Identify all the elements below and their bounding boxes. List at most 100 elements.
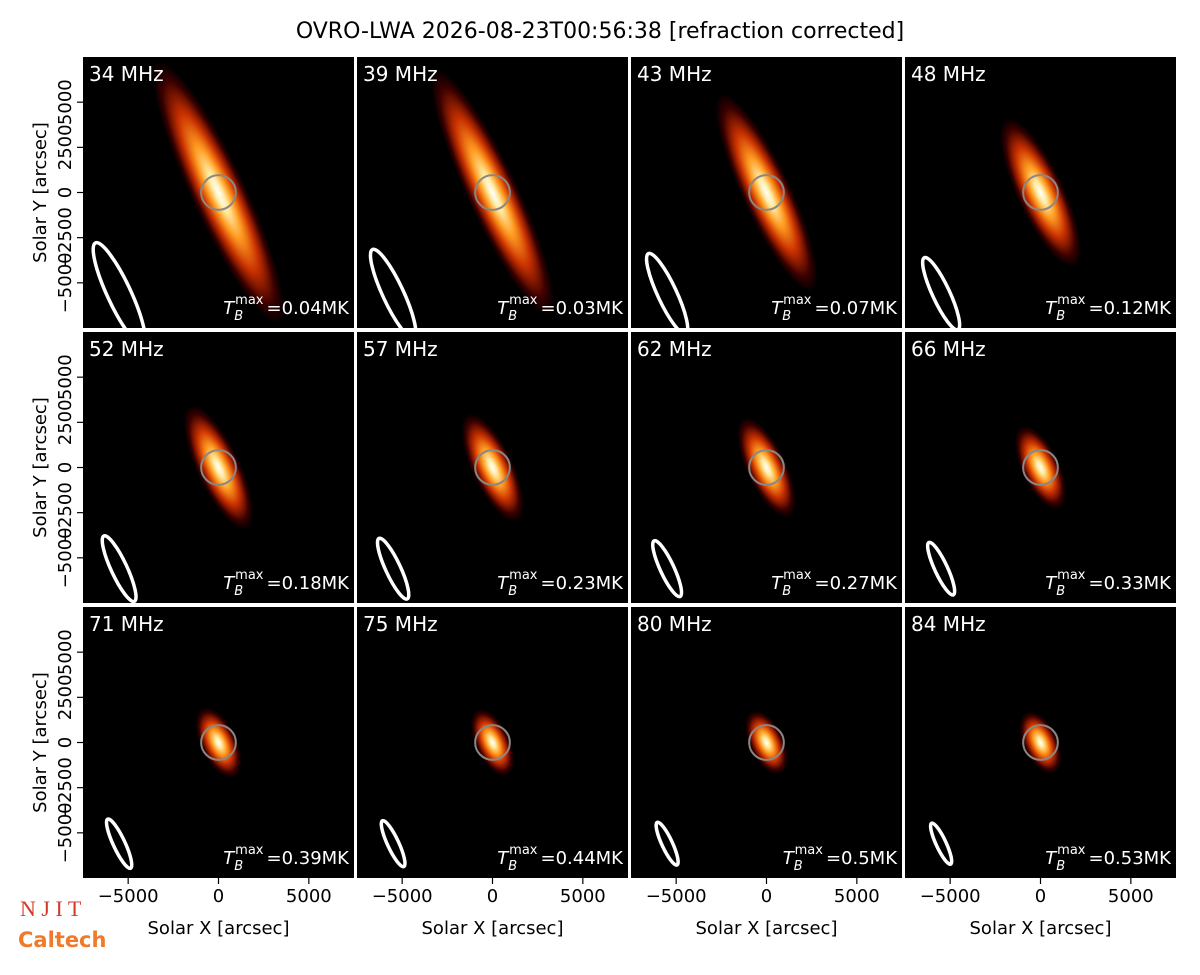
- freq-label: 48 MHz: [911, 62, 986, 86]
- beam: [100, 534, 138, 603]
- tb-label: TBmax =0.12MK: [1045, 293, 1172, 324]
- source: [715, 93, 818, 292]
- tb-equals: =: [1088, 848, 1103, 869]
- tb-symbol: T: [771, 298, 784, 319]
- beam: [104, 817, 134, 871]
- solar-disk: [1022, 449, 1059, 486]
- y-tick-label: 2500: [55, 674, 76, 720]
- tb-sup: max: [795, 843, 824, 858]
- tb-sub: B: [782, 584, 791, 599]
- tb-label: TBmax =0.27MK: [771, 568, 898, 599]
- y-tick-label: 2500: [55, 124, 76, 170]
- tb-equals: =: [540, 848, 555, 869]
- tb-sub: B: [1056, 309, 1065, 324]
- tb-symbol: T: [223, 573, 236, 594]
- tb-value: 0.03MK: [556, 298, 625, 319]
- freq-label: 43 MHz: [637, 62, 712, 86]
- solar-disk: [748, 724, 785, 761]
- x-axis-label: Solar X [arcsec]: [696, 918, 838, 939]
- freq-label: 80 MHz: [637, 612, 712, 636]
- y-tick-label: 2500: [55, 399, 76, 445]
- logo-caltech: Caltech: [18, 928, 106, 952]
- freq-label: 39 MHz: [363, 62, 438, 86]
- x-tick-label: −5000: [372, 886, 433, 907]
- tb-equals: =: [1088, 298, 1103, 319]
- tb-sup: max: [783, 568, 812, 583]
- panel: [905, 332, 1176, 603]
- x-tick-label: 5000: [1108, 886, 1154, 907]
- freq-label: 71 MHz: [89, 612, 164, 636]
- x-tick-label: 5000: [834, 886, 880, 907]
- tb-value: 0.44MK: [556, 848, 625, 869]
- panel: [357, 332, 628, 603]
- tb-value: 0.18MK: [282, 573, 351, 594]
- tb-symbol: T: [783, 848, 796, 869]
- tb-symbol: T: [771, 573, 784, 594]
- tb-label: TBmax =0.04MK: [223, 293, 350, 324]
- solar-disk: [200, 449, 237, 486]
- freq-label: 75 MHz: [363, 612, 438, 636]
- beam: [91, 240, 147, 328]
- tb-sub: B: [794, 859, 803, 874]
- tb-sup: max: [235, 843, 264, 858]
- tb-sup: max: [1057, 843, 1086, 858]
- tb-value: 0.07MK: [830, 298, 899, 319]
- tb-value: 0.33MK: [1104, 573, 1173, 594]
- y-tick-label: −2500: [55, 482, 76, 543]
- tb-label: TBmax =0.33MK: [1045, 568, 1172, 599]
- tb-value: 0.39MK: [282, 848, 351, 869]
- tb-equals: =: [814, 573, 829, 594]
- beam: [654, 820, 680, 867]
- y-axis-label: Solar Y [arcsec]: [30, 122, 51, 263]
- tb-value: 0.23MK: [556, 573, 625, 594]
- tb-value: 0.04MK: [282, 298, 351, 319]
- tb-label: TBmax =0.23MK: [497, 568, 624, 599]
- panel: [357, 607, 628, 878]
- tb-sub: B: [508, 584, 517, 599]
- tb-value: 0.53MK: [1104, 848, 1173, 869]
- tb-symbol: T: [497, 298, 510, 319]
- tb-symbol: T: [223, 298, 236, 319]
- tb-symbol: T: [1045, 573, 1058, 594]
- tb-equals: =: [540, 298, 555, 319]
- x-tick-label: 0: [1035, 886, 1046, 907]
- tb-sub: B: [508, 309, 517, 324]
- tb-label: TBmax =0.5MK: [783, 843, 899, 874]
- freq-label: 62 MHz: [637, 337, 712, 361]
- tb-equals: =: [266, 848, 281, 869]
- x-tick-label: 5000: [560, 886, 606, 907]
- source: [430, 69, 555, 316]
- tb-sup: max: [783, 293, 812, 308]
- x-axis-label: Solar X [arcsec]: [148, 918, 290, 939]
- solar-disk: [200, 174, 237, 211]
- solar-disk: [200, 724, 237, 761]
- freq-label: 34 MHz: [89, 62, 164, 86]
- beam: [644, 251, 690, 328]
- beam: [379, 818, 407, 869]
- tb-symbol: T: [223, 848, 236, 869]
- freq-label: 84 MHz: [911, 612, 986, 636]
- freq-label: 52 MHz: [89, 337, 164, 361]
- beam: [368, 247, 418, 328]
- tb-sup: max: [1057, 293, 1086, 308]
- tb-label: TBmax =0.44MK: [497, 843, 624, 874]
- solar-disk: [748, 174, 785, 211]
- tb-label: TBmax =0.03MK: [497, 293, 624, 324]
- source: [1000, 118, 1081, 267]
- source: [737, 417, 796, 518]
- y-tick-label: −5000: [55, 252, 76, 313]
- x-tick-label: 5000: [286, 886, 332, 907]
- tb-equals: =: [1088, 573, 1103, 594]
- tb-sup: max: [1057, 568, 1086, 583]
- x-tick-label: 0: [487, 886, 498, 907]
- source: [1014, 425, 1067, 510]
- y-tick-label: 0: [55, 737, 76, 748]
- tb-equals: =: [266, 298, 281, 319]
- solar-disk: [1022, 174, 1059, 211]
- tb-value: 0.27MK: [830, 573, 899, 594]
- x-tick-label: 0: [761, 886, 772, 907]
- panel: [905, 607, 1176, 878]
- y-axis-label: Solar Y [arcsec]: [30, 672, 51, 813]
- tb-label: TBmax =0.39MK: [223, 843, 350, 874]
